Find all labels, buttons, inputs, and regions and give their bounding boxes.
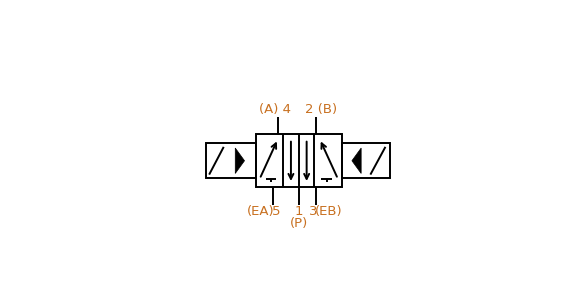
Text: 5: 5 bbox=[272, 205, 280, 218]
Text: (EA): (EA) bbox=[247, 205, 275, 218]
Bar bbox=[256, 134, 342, 187]
Text: (A) 4: (A) 4 bbox=[258, 103, 290, 116]
Text: (EB): (EB) bbox=[315, 205, 343, 218]
Polygon shape bbox=[352, 148, 361, 173]
Text: 3: 3 bbox=[309, 205, 318, 218]
Bar bbox=[342, 143, 390, 178]
Text: 1: 1 bbox=[294, 205, 303, 218]
Bar bbox=[206, 143, 256, 178]
Polygon shape bbox=[236, 148, 244, 173]
Text: 2 (B): 2 (B) bbox=[305, 103, 337, 116]
Text: (P): (P) bbox=[290, 217, 308, 230]
